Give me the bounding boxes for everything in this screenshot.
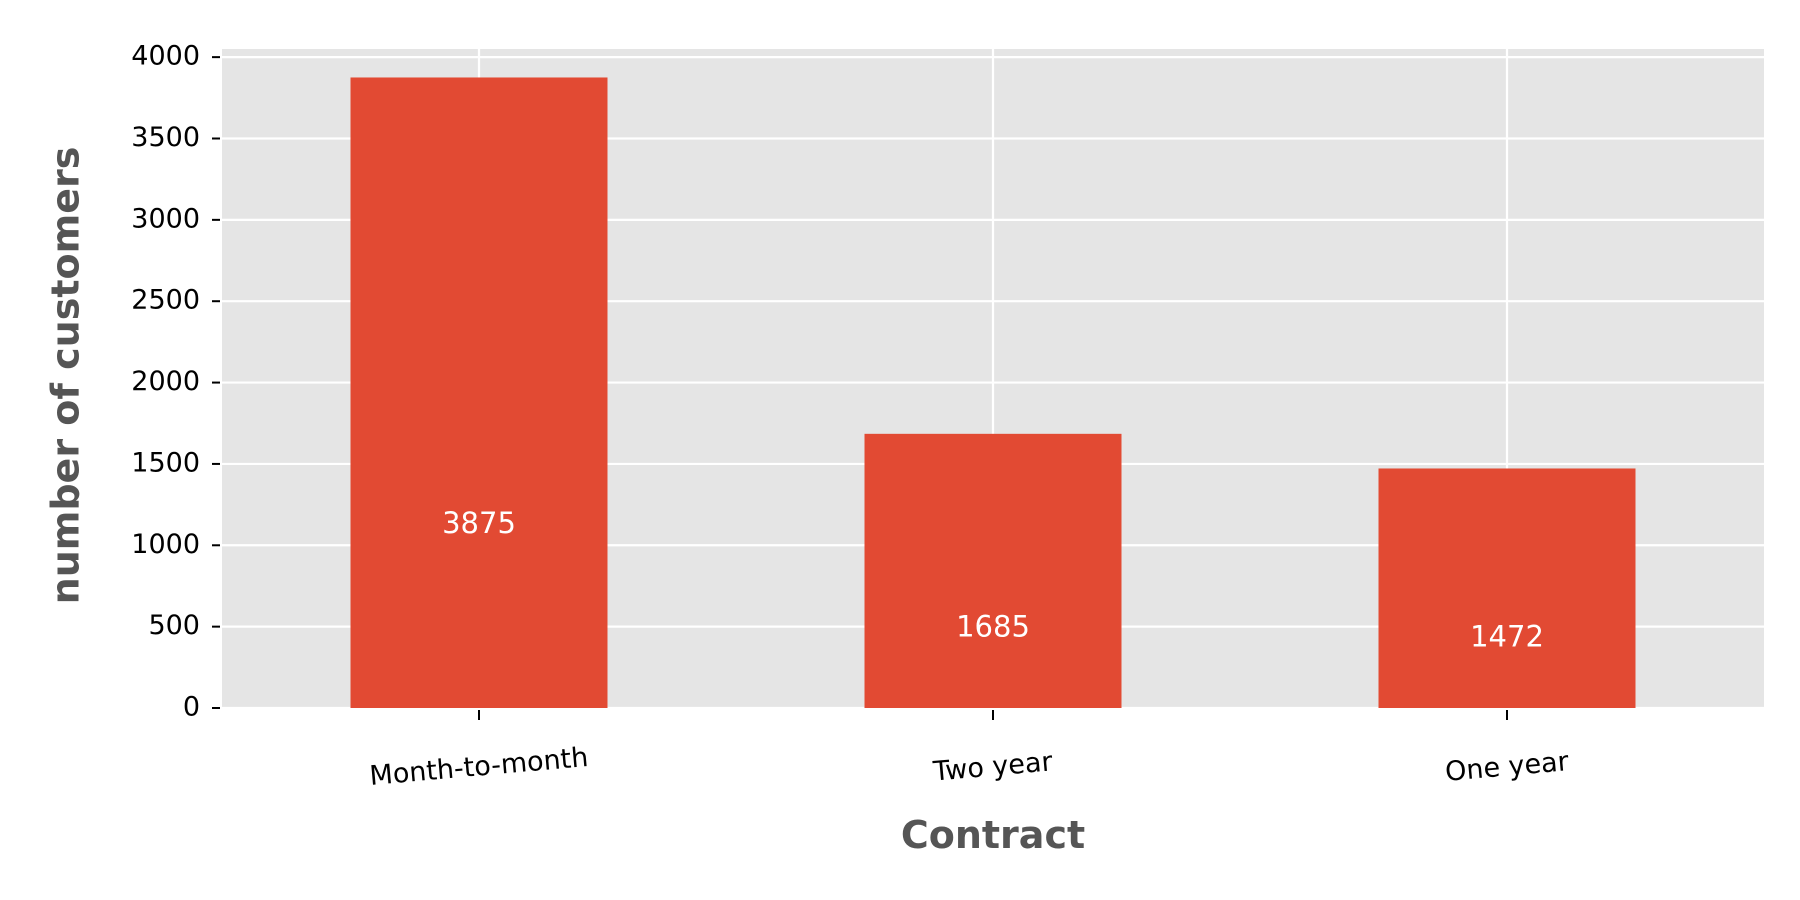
bars [350, 77, 1636, 708]
x-tick-label: Two year [931, 746, 1055, 787]
y-tick-label: 500 [148, 610, 200, 641]
bar-data-label: 1472 [1470, 620, 1544, 654]
x-tick-label: One year [1444, 746, 1571, 788]
y-axis: 0 500 1000 1500 2000 2500 3000 3500 4000 [131, 41, 220, 723]
bar-data-label: 3875 [442, 506, 516, 540]
y-tick-label: 1000 [131, 529, 200, 560]
y-tick-label: 3500 [131, 122, 200, 153]
y-tick-label: 2500 [131, 285, 200, 316]
bar [350, 77, 608, 708]
y-tick-label: 0 [183, 692, 200, 723]
x-axis: Month-to-month Two year One year [368, 710, 1571, 792]
y-tick-label: 3000 [131, 203, 200, 234]
y-tick-label: 1500 [131, 447, 200, 478]
bar [1378, 468, 1636, 708]
bar-data-label: 1685 [956, 609, 1030, 643]
y-tick-label: 2000 [131, 366, 200, 397]
y-tick-label: 4000 [131, 41, 200, 72]
x-axis-title: Contract [901, 813, 1085, 857]
bar-data-labels: 3875 1685 1472 [442, 506, 1544, 653]
y-axis-title: number of customers [44, 147, 88, 605]
bar [864, 433, 1122, 708]
x-tick-label: Month-to-month [368, 742, 589, 792]
